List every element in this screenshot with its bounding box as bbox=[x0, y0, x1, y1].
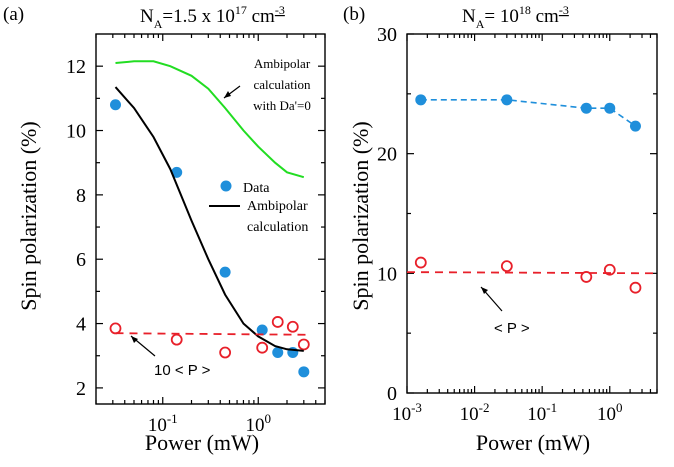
red-label-arrowhead bbox=[481, 287, 488, 294]
panel-a-open-point bbox=[286, 320, 299, 333]
panel-b-y-tick-label: 0 bbox=[387, 383, 397, 405]
panel-b-data-point bbox=[415, 94, 427, 106]
panel-a-title: NA=1.5 x 1017 cm-3 bbox=[140, 3, 285, 31]
panel-b-open-point bbox=[500, 260, 513, 273]
panel-a-y-tick-label: 10 bbox=[66, 121, 86, 143]
green-label-arrowhead bbox=[224, 91, 231, 98]
panel-b-y-tick-label: 10 bbox=[377, 263, 397, 285]
panel-b-plot-frame bbox=[406, 33, 658, 394]
panel-a-y-tick-label: 2 bbox=[76, 378, 86, 400]
panel-b-y-tick-label: 30 bbox=[377, 24, 397, 46]
panel-b-x-tick-label: 10-2 bbox=[460, 400, 490, 425]
panel-a-plot-frame bbox=[95, 33, 326, 405]
panel-a-x-axis-label: Power (mW) bbox=[145, 430, 259, 455]
green-curve-label-line1: Ambipolar bbox=[254, 56, 311, 71]
panel-a-open-point bbox=[109, 322, 122, 335]
panel-a-open-point bbox=[271, 316, 284, 328]
panel-a-series-line bbox=[115, 60, 305, 179]
panel-b-title: NA= 1018 cm-3 bbox=[462, 3, 569, 31]
panel-a-y-axis-label: Spin polarization (%) bbox=[16, 121, 41, 310]
green-curve-label-line2: calculation bbox=[253, 77, 311, 92]
panel-b-x-tick-label: 10-3 bbox=[392, 400, 422, 425]
panel-a-data-point bbox=[272, 347, 284, 359]
panel-b-open-point bbox=[414, 256, 427, 269]
legend-line-label-2: calculation bbox=[247, 220, 308, 235]
panel-a-y-tick-label: 8 bbox=[76, 185, 86, 207]
panel-b-open-point bbox=[580, 271, 593, 283]
panel-a-x-tick-label: 100 bbox=[245, 411, 271, 436]
panel-b-series-line bbox=[406, 271, 658, 275]
panel-a-data-point bbox=[109, 99, 121, 111]
legend-data-marker bbox=[220, 180, 232, 192]
panel-b-x-tick-label: 10-1 bbox=[527, 400, 557, 425]
panel-b-x-axis-label: Power (mW) bbox=[476, 430, 590, 455]
panel-b: (b) NA= 1018 cm-3 Spin polarization (%) … bbox=[343, 3, 658, 455]
green-curve-label-line3: with Da'=0 bbox=[253, 98, 311, 113]
panel-b-series-connector bbox=[420, 99, 636, 127]
panel-a-open-point bbox=[256, 341, 269, 354]
panel-b-data-point bbox=[501, 94, 513, 106]
panel-a-open-point bbox=[297, 338, 310, 351]
panel-a-data-point bbox=[219, 266, 231, 278]
panel-a-open-point bbox=[219, 346, 232, 359]
panel-b-data-point bbox=[604, 102, 616, 114]
red-label-arrowhead bbox=[131, 336, 138, 343]
panel-a-label: (a) bbox=[3, 4, 24, 25]
panel-b-data-point bbox=[580, 102, 592, 114]
panel-b-x-tick-label: 100 bbox=[597, 400, 623, 425]
panel-b-label: (b) bbox=[343, 4, 365, 25]
panel-a-y-tick-label: 6 bbox=[76, 249, 86, 271]
panel-b-open-point bbox=[603, 263, 616, 276]
panel-a-data-point bbox=[171, 166, 183, 178]
panel-a-series-line bbox=[114, 86, 304, 352]
panel-b-data-point bbox=[629, 120, 641, 132]
panel-b-y-tick-label: 20 bbox=[377, 144, 397, 166]
panel-a-data-point bbox=[256, 324, 268, 336]
panel-a-series-line bbox=[115, 332, 311, 336]
panel-b-open-point bbox=[629, 281, 642, 294]
panel-a: (a) NA=1.5 x 1017 cm-3 Spin polarization… bbox=[3, 3, 326, 455]
panel-a-x-tick-label: 10-1 bbox=[148, 411, 178, 436]
legend-data-label: Data bbox=[243, 181, 270, 196]
red-series-label: 10 < P > bbox=[154, 362, 211, 379]
panel-a-open-point bbox=[170, 333, 183, 346]
legend-line-label-1: Ambipolar bbox=[247, 199, 308, 214]
panel-b-y-axis-label: Spin polarization (%) bbox=[348, 121, 373, 310]
panel-a-y-tick-label: 12 bbox=[66, 56, 86, 78]
red-series-label: < P > bbox=[494, 320, 530, 337]
panel-a-y-tick-label: 4 bbox=[76, 314, 86, 336]
panel-a-data-point bbox=[298, 366, 310, 378]
